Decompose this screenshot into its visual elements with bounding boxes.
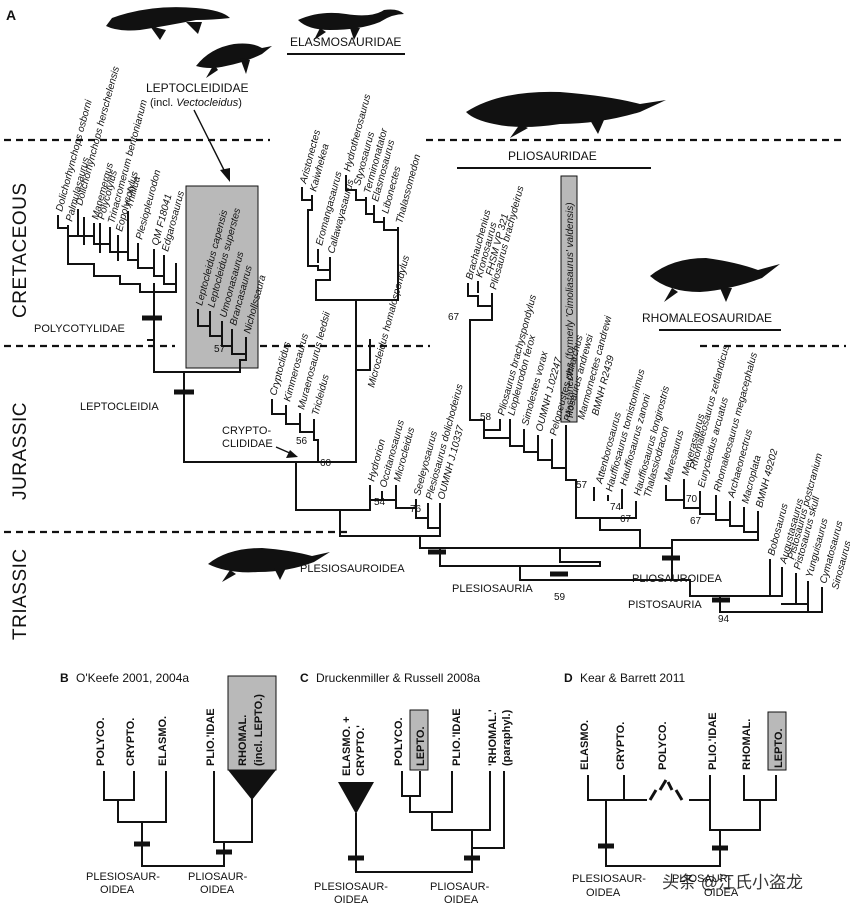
clade-polycotylidae: POLYCOTYLIDAE [34, 323, 125, 335]
panel-c-bottom-right: OIDEA [444, 894, 479, 906]
panel-c-wedge [338, 782, 374, 814]
leptocleidid-silhouette [196, 43, 272, 78]
panel-d-letter: D [564, 671, 573, 685]
panel-d-leaf: ELASMO. [579, 720, 591, 770]
clade-elasmosauridae: ELASMOSAURIDAE [290, 35, 401, 49]
node-value: 94 [718, 614, 730, 625]
polycotylid-silhouette [106, 7, 230, 40]
panel-b-leaf: ELASMO. [157, 716, 169, 766]
node-value: 57 [576, 480, 588, 491]
clade-cryptoclididae-line1: CRYPTO- [222, 425, 271, 437]
panel-c-rhomal: 'RHOMAL.' [487, 709, 499, 766]
node-value: 60 [320, 458, 332, 469]
panel-d-bottom-left: OIDEA [586, 887, 621, 899]
node-value: 74 [610, 502, 622, 513]
pistosaur-silhouette [208, 548, 330, 582]
panel-b-wedge [228, 770, 276, 800]
rhomaleosaurid-silhouette [650, 258, 780, 302]
clade-plesiosauria: PLESIOSAURIA [452, 583, 533, 595]
clade-rhomaleosauridae: RHOMALEOSAURIDAE [642, 311, 772, 325]
panel-c-leaf: LEPTO. [415, 726, 427, 766]
panel-c-bottom-left: OIDEA [334, 894, 369, 906]
node-value: 56 [296, 436, 308, 447]
clade-cryptoclididae-line2: CLIDIDAE [222, 438, 273, 450]
era-cretaceous: CRETACEOUS [10, 182, 31, 318]
panel-c-wedge-leaf: CRYPTO.' [355, 725, 367, 776]
node-value: 58 [480, 412, 492, 423]
panel-d-leaf: LEPTO. [773, 728, 785, 768]
tree-panel-a [57, 175, 823, 613]
panel-c: C Druckenmiller & Russell 2008a ELASMO. … [300, 671, 513, 906]
panel-b-title: O'Keefe 2001, 2004a [76, 671, 189, 685]
taxon-label: Thalassomedon [394, 153, 423, 225]
leptocleididae-arrow [193, 109, 230, 182]
watermark: 头条 @江氏小盗龙 [662, 873, 803, 892]
node-value: 59 [554, 592, 566, 603]
era-triassic: TRIASSIC [10, 548, 31, 640]
panel-b-boxed-leaf: (incl. LEPTO.) [253, 694, 265, 766]
node-value: 67 [448, 312, 460, 323]
panel-d-broken-branch-right [666, 781, 684, 801]
clade-pliosauridae: PLIOSAURIDAE [508, 149, 597, 163]
clade-leptocleidia: LEPTOCLEIDIA [80, 401, 159, 413]
era-boundaries [4, 138, 846, 534]
clade-leptocleididae: LEPTOCLEIDIDAE [146, 81, 248, 95]
panel-c-wedge-leaf: ELASMO. + [341, 716, 353, 776]
panel-c-bottom-right: PLIOSAUR- [430, 881, 490, 893]
panel-d-leaf: POLYCO. [657, 722, 669, 771]
elasmosaurid-silhouette [298, 9, 404, 40]
panel-d-leaf: PLIO.'IDAE [707, 712, 719, 770]
pliosaurid-silhouette [466, 91, 666, 138]
panel-c-leaf: PLIO.'IDAE [451, 708, 463, 766]
panel-d-bottom-right: PLIOSAUR- [672, 873, 732, 885]
panel-a-label: A [6, 7, 16, 23]
panel-c-rhomal: (paraphyl.) [501, 709, 513, 766]
panel-b-boxed-leaf: RHOMAL. [237, 715, 249, 766]
panel-d-broken-branch-left [648, 779, 668, 801]
panel-d-bottom-left: PLESIOSAUR- [572, 873, 646, 885]
panel-b-rhomal-box [227, 675, 277, 771]
panel-d-title: Kear & Barrett 2011 [580, 671, 685, 685]
panel-d-leaf: CRYPTO. [615, 722, 627, 770]
panel-d-bottom-right: OIDEA [704, 887, 739, 899]
panel-c-title: Druckenmiller & Russell 2008a [316, 671, 480, 685]
panel-b-leaf: PLIO.'IDAE [205, 708, 217, 766]
panel-b: B O'Keefe 2001, 2004a POLYCO. CRYPTO. EL… [60, 671, 277, 896]
node-value: 54 [374, 497, 386, 508]
node-value: 76 [410, 504, 422, 515]
panel-b-bottom-left: OIDEA [100, 884, 135, 896]
node-value: 57 [214, 344, 226, 355]
panel-c-lepto-box [409, 709, 429, 771]
node-ticks [142, 315, 730, 603]
clade-pistosauria: PISTOSAURIA [628, 599, 702, 611]
panel-d-lepto-box [767, 711, 787, 771]
panel-b-leaf: CRYPTO. [125, 718, 137, 766]
panel-b-letter: B [60, 671, 69, 685]
panel-c-letter: C [300, 671, 309, 685]
panel-d-leaf: RHOMAL. [741, 719, 753, 770]
panel-b-bottom-right: PLIOSAUR- [188, 871, 248, 883]
leptocleididae-note: (incl. Vectocleidus) [150, 97, 242, 109]
node-value: 70 [686, 494, 698, 505]
taxon-label-hastanectes: Hastanectes (formerly 'Cimoliasaurus' va… [565, 202, 576, 418]
panel-c-bottom-left: PLESIOSAUR- [314, 881, 388, 893]
hastanectes-box [560, 175, 578, 423]
panel-b-bottom-left: PLESIOSAUR- [86, 871, 160, 883]
panel-b-bottom-right: OIDEA [200, 884, 235, 896]
panel-d: D Kear & Barrett 2011 ELASMO. CRYPTO. PO… [564, 671, 787, 899]
clade-plesiosauroidea: PLESIOSAUROIDEA [300, 563, 405, 575]
node-values: 57 56 60 54 76 67 58 57 74 67 70 67 59 9… [214, 312, 730, 625]
panel-c-leaf: POLYCO. [393, 718, 405, 767]
era-jurassic: JURASSIC [10, 402, 31, 500]
panel-b-leaf: POLYCO. [95, 718, 107, 767]
plesiosaur-silhouettes [106, 7, 780, 582]
node-value: 67 [690, 516, 702, 527]
taxon-label: Microcleidus homalospondylus [366, 254, 412, 388]
cryptoclididae-arrow [275, 446, 298, 458]
node-value: 67 [620, 514, 632, 525]
